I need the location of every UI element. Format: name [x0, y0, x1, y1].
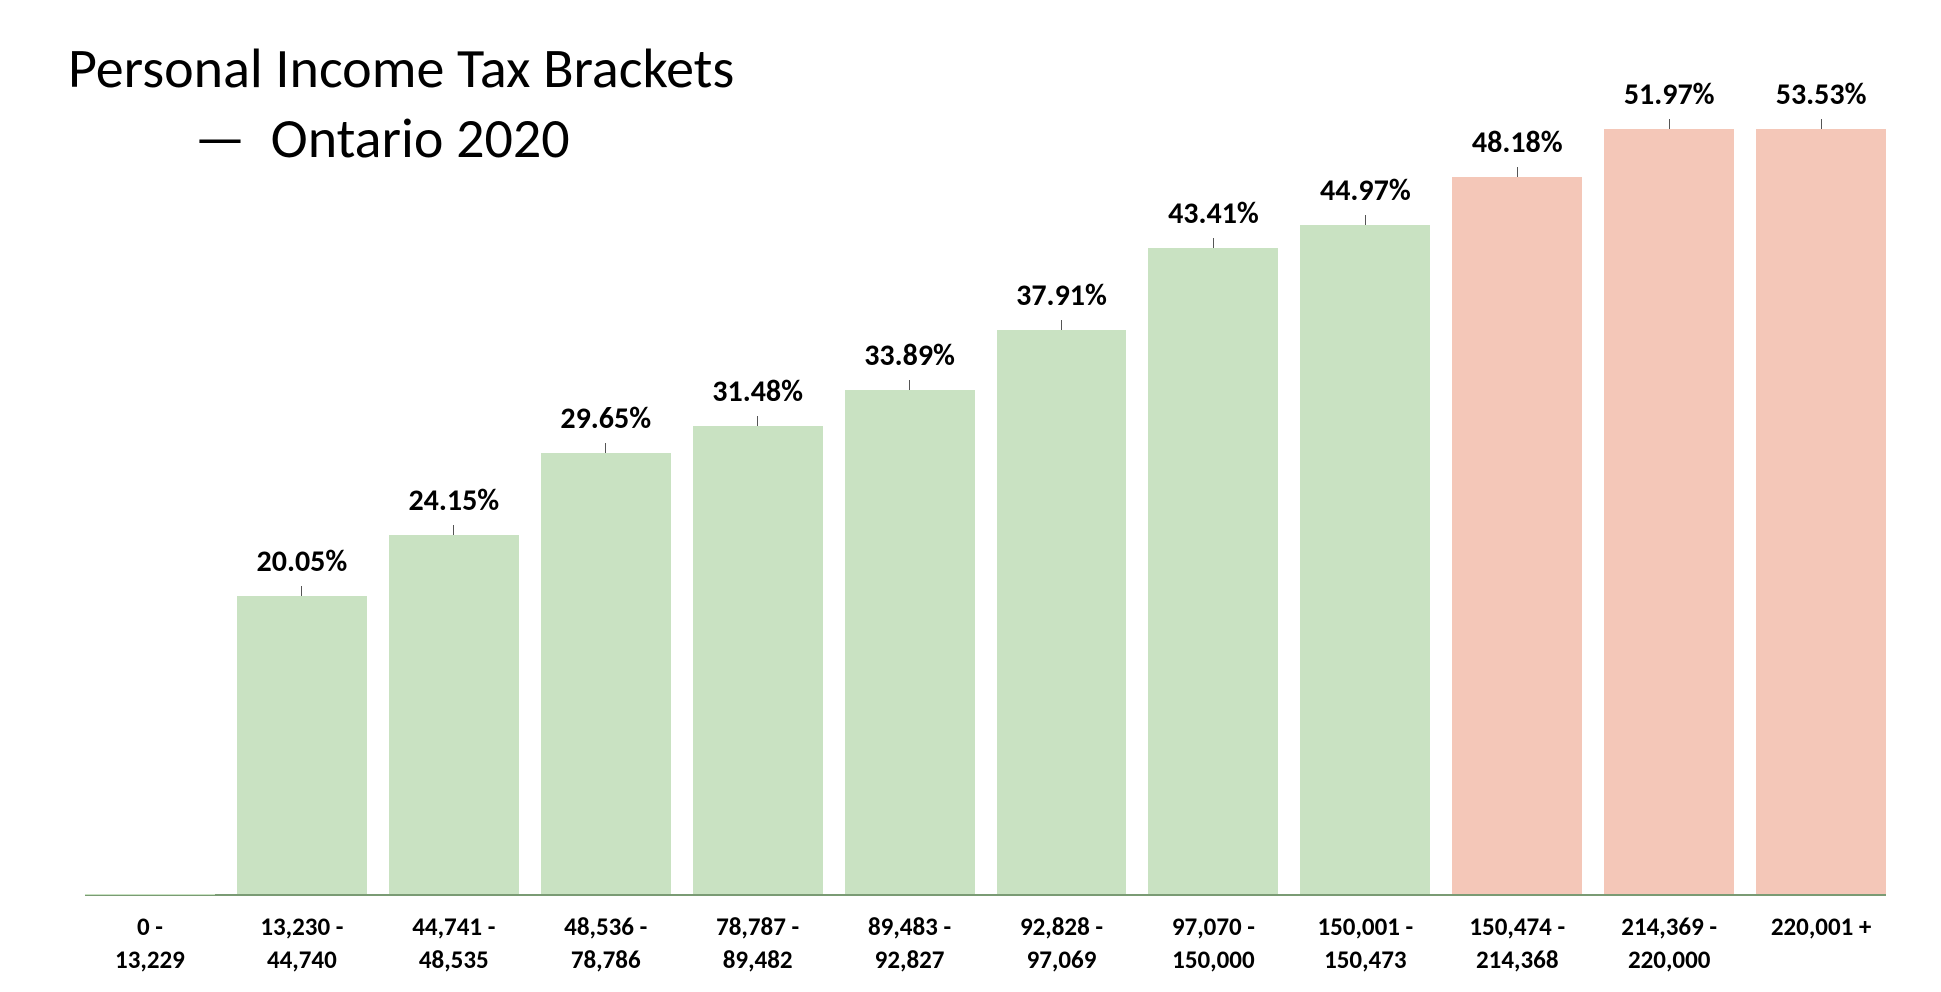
x-axis-label: 89,483 - 92,827: [845, 911, 975, 976]
bar-value-label: 31.48%: [712, 373, 803, 410]
bar-column: 33.89%: [845, 76, 975, 894]
x-axis-label: 48,536 - 78,786: [541, 911, 671, 976]
bar-column: 43.41%: [1148, 76, 1278, 894]
bar-column: 44.97%: [1300, 76, 1430, 894]
x-axis-label: 97,070 - 150,000: [1148, 911, 1278, 976]
bar-tick: [1061, 320, 1062, 330]
bar-column: 53.53%: [1756, 76, 1886, 894]
bar-value-label: 37.91%: [1016, 277, 1107, 314]
bar-tick: [1365, 215, 1366, 225]
x-axis-label: 0 - 13,229: [85, 911, 215, 976]
tax-bracket-chart: Personal Income Tax Brackets — Ontario 2…: [0, 0, 1941, 992]
bar-column: [85, 76, 215, 894]
bar-value-label: 29.65%: [560, 400, 651, 437]
x-axis-label: 150,001 - 150,473: [1300, 911, 1430, 976]
bar-value-label: 20.05%: [257, 543, 348, 580]
x-axis-label: 44,741 - 48,535: [389, 911, 519, 976]
bar-value-label: 24.15%: [408, 482, 499, 519]
bar-value-label: 53.53%: [1776, 76, 1867, 113]
bar-column: 20.05%: [237, 76, 367, 894]
x-axis-labels: 0 - 13,229 13,230 - 44,740 44,741 - 48,535…: [85, 911, 1886, 976]
bar-column: 24.15%: [389, 76, 519, 894]
bar-tick: [1517, 167, 1518, 177]
bar-column: 51.97%: [1604, 76, 1734, 894]
x-axis-label: 78,787 - 89,482: [693, 911, 823, 976]
bar: [693, 426, 823, 894]
bar: [1452, 177, 1582, 894]
bar: [237, 596, 367, 894]
bar: [1756, 129, 1886, 894]
bar-tick: [605, 443, 606, 453]
bar-value-label: 51.97%: [1624, 76, 1715, 113]
bar: [1300, 225, 1430, 894]
x-axis-label: 92,828 - 97,069: [997, 911, 1127, 976]
bar-tick: [757, 416, 758, 426]
x-axis-label: 13,230 - 44,740: [237, 911, 367, 976]
bar-tick: [909, 380, 910, 390]
bar: [541, 453, 671, 894]
bars-area: 20.05% 24.15% 29.65% 31.48% 33.89% 37.91% 43.4…: [85, 76, 1886, 896]
bar-tick: [1669, 119, 1670, 129]
bar: [389, 535, 519, 894]
bar-value-label: 48.18%: [1472, 124, 1563, 161]
bar-value-label: 44.97%: [1320, 172, 1411, 209]
bar-value-label: 43.41%: [1168, 195, 1259, 232]
bar-value-label: 33.89%: [864, 337, 955, 374]
bar-tick: [1821, 119, 1822, 129]
bar-tick: [1213, 238, 1214, 248]
bar-column: 37.91%: [997, 76, 1127, 894]
x-axis-label: 220,001 +: [1756, 911, 1886, 976]
bar: [1604, 129, 1734, 894]
bar: [1148, 248, 1278, 894]
x-axis-label: 150,474 - 214,368: [1452, 911, 1582, 976]
bar-column: 29.65%: [541, 76, 671, 894]
bar-tick: [301, 586, 302, 596]
bar: [997, 330, 1127, 894]
bar-column: 48.18%: [1452, 76, 1582, 894]
bar-tick: [453, 525, 454, 535]
x-axis-label: 214,369 - 220,000: [1604, 911, 1734, 976]
bar: [845, 390, 975, 894]
bar-column: 31.48%: [693, 76, 823, 894]
